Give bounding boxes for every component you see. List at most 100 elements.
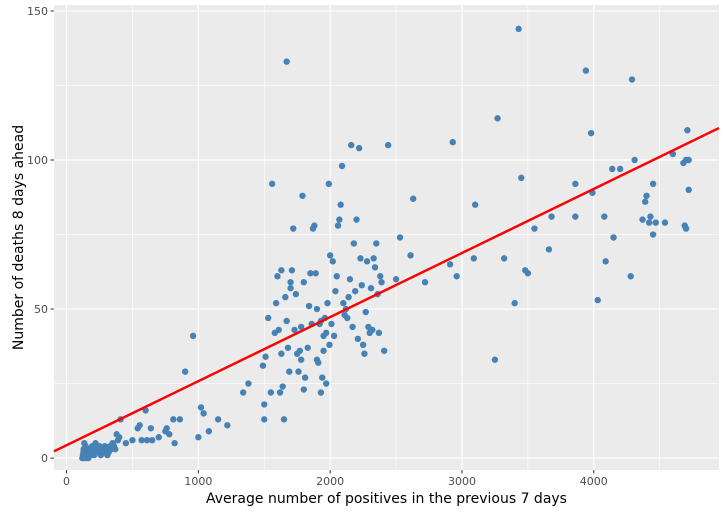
data-point bbox=[652, 219, 659, 226]
data-point bbox=[373, 240, 380, 247]
data-point bbox=[330, 332, 338, 340]
data-point bbox=[181, 368, 189, 375]
data-point bbox=[189, 332, 197, 340]
major-gridlines bbox=[54, 5, 719, 470]
data-point bbox=[197, 404, 205, 411]
data-point bbox=[518, 174, 525, 182]
data-point bbox=[471, 201, 479, 208]
data-point bbox=[129, 436, 136, 444]
minor-gridlines bbox=[54, 5, 719, 470]
data-point bbox=[346, 276, 354, 283]
data-point bbox=[645, 219, 653, 226]
data-point bbox=[349, 323, 356, 331]
data-point bbox=[685, 186, 692, 194]
data-point bbox=[594, 296, 601, 304]
data-point bbox=[292, 290, 300, 298]
data-point bbox=[138, 436, 145, 444]
data-point bbox=[324, 299, 331, 307]
data-point bbox=[272, 299, 280, 307]
data-point bbox=[491, 356, 499, 363]
data-point bbox=[296, 347, 304, 354]
data-point bbox=[362, 308, 369, 316]
data-point bbox=[317, 389, 325, 396]
data-point bbox=[261, 416, 268, 423]
data-point bbox=[500, 255, 508, 262]
data-point bbox=[315, 359, 322, 366]
data-point bbox=[380, 347, 388, 354]
data-point bbox=[572, 180, 579, 188]
data-point bbox=[283, 58, 290, 65]
data-point bbox=[396, 234, 404, 241]
data-point bbox=[359, 341, 367, 349]
data-point bbox=[338, 162, 346, 170]
data-point bbox=[122, 439, 130, 447]
data-point bbox=[311, 222, 318, 229]
data-point bbox=[280, 416, 288, 423]
data-point bbox=[582, 67, 590, 74]
data-point bbox=[643, 192, 650, 199]
data-point bbox=[407, 252, 414, 259]
data-point bbox=[195, 434, 202, 441]
data-point bbox=[170, 416, 177, 423]
data-point bbox=[149, 436, 156, 444]
data-point bbox=[378, 279, 385, 286]
data-point bbox=[176, 416, 184, 423]
data-point bbox=[384, 141, 392, 149]
data-point bbox=[259, 362, 267, 369]
data-point bbox=[354, 335, 362, 343]
data-point bbox=[313, 305, 321, 313]
data-point bbox=[245, 380, 252, 387]
data-point bbox=[286, 368, 293, 375]
data-point bbox=[344, 314, 351, 322]
data-point bbox=[641, 198, 649, 205]
data-point bbox=[147, 425, 155, 432]
data-point bbox=[333, 273, 340, 280]
data-point bbox=[682, 225, 690, 232]
data-point bbox=[601, 213, 608, 220]
plot-panel bbox=[54, 5, 719, 470]
data-point bbox=[116, 434, 123, 441]
data-point bbox=[274, 273, 281, 280]
x-axis-title: Average number of positives in the previ… bbox=[206, 491, 567, 507]
data-point bbox=[305, 302, 313, 310]
y-tick-label: 0 bbox=[41, 452, 48, 465]
data-point bbox=[377, 273, 384, 280]
data-point bbox=[524, 270, 532, 277]
data-point bbox=[631, 156, 638, 164]
data-point bbox=[610, 234, 617, 241]
data-point bbox=[661, 219, 669, 226]
data-point bbox=[326, 341, 333, 349]
data-point bbox=[319, 374, 326, 381]
data-point bbox=[337, 201, 344, 208]
x-tick-label: 4000 bbox=[580, 475, 608, 488]
data-point bbox=[301, 374, 309, 381]
data-point bbox=[205, 428, 213, 435]
data-points bbox=[79, 25, 692, 462]
data-point bbox=[300, 386, 307, 393]
data-point bbox=[143, 436, 151, 444]
data-point bbox=[370, 255, 377, 262]
data-point bbox=[200, 410, 207, 417]
data-point bbox=[166, 431, 173, 438]
data-point bbox=[326, 252, 334, 259]
data-point bbox=[515, 25, 522, 33]
data-point bbox=[409, 195, 417, 202]
data-point bbox=[297, 323, 305, 331]
data-point bbox=[685, 156, 692, 164]
data-point bbox=[304, 344, 311, 351]
x-axis-ticks: 0 1000 2000 3000 4000 bbox=[63, 470, 608, 488]
data-point bbox=[322, 380, 330, 387]
x-tick-label: 2000 bbox=[316, 475, 344, 488]
data-point bbox=[295, 368, 302, 375]
data-point bbox=[312, 270, 319, 277]
data-point bbox=[494, 115, 501, 122]
data-point bbox=[267, 389, 275, 396]
data-point bbox=[369, 326, 376, 334]
data-point bbox=[371, 264, 379, 271]
data-point bbox=[307, 270, 314, 277]
data-point bbox=[361, 350, 368, 357]
x-tick-label: 3000 bbox=[448, 475, 476, 488]
x-tick-label: 0 bbox=[63, 475, 70, 488]
data-point bbox=[602, 258, 609, 265]
